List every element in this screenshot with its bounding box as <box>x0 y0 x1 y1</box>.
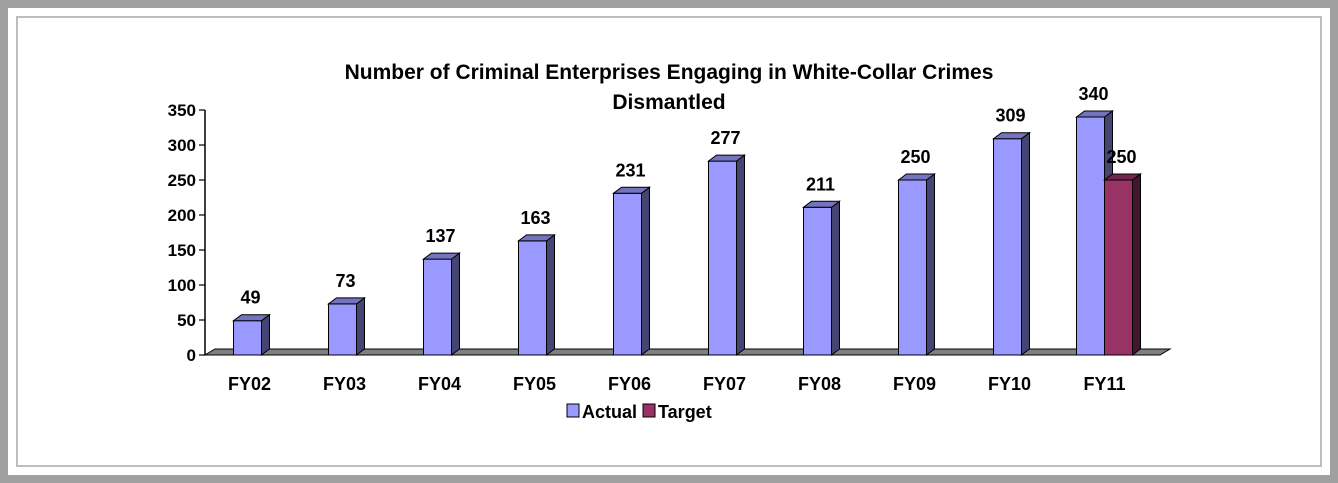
data-label-target-fy11: 250 <box>1106 147 1136 167</box>
bar-actual-fy02 <box>232 313 271 356</box>
y-tick-label: 250 <box>168 171 196 190</box>
bar-actual-fy04 <box>422 252 461 356</box>
data-label-actual-fy09: 250 <box>900 147 930 167</box>
chart-inner-border <box>16 16 1322 467</box>
bar-actual-fy06 <box>612 186 651 356</box>
x-tick-label-fy08: FY08 <box>798 374 841 394</box>
bar-target-fy11 <box>1103 173 1142 356</box>
x-tick-label-fy09: FY09 <box>893 374 936 394</box>
x-tick-label-fy06: FY06 <box>608 374 651 394</box>
data-label-actual-fy07: 277 <box>710 128 740 148</box>
bar-front <box>233 320 262 356</box>
legend-label-actual: Actual <box>582 402 637 422</box>
bar-side <box>546 233 555 356</box>
bar-actual-fy05 <box>517 233 556 356</box>
data-label-actual-fy04: 137 <box>425 226 455 246</box>
bars <box>232 110 1142 356</box>
y-tick-label: 100 <box>168 276 196 295</box>
bar-top <box>327 297 366 305</box>
data-label-actual-fy10: 309 <box>995 106 1025 126</box>
x-tick-label-fy11: FY11 <box>1083 374 1125 394</box>
bar-side <box>1021 131 1030 356</box>
y-tick-label: 200 <box>168 206 196 225</box>
legend-label-target: Target <box>658 402 712 422</box>
bar-top <box>802 200 841 208</box>
bar-actual-fy09 <box>897 173 936 356</box>
y-tick-label: 50 <box>177 311 196 330</box>
y-tick-label: 300 <box>168 136 196 155</box>
x-tick-label-fy10: FY10 <box>988 374 1031 394</box>
bar-side <box>926 173 935 356</box>
data-label-actual-fy05: 163 <box>520 208 550 228</box>
bar-front <box>898 179 927 356</box>
bar-front <box>708 160 737 356</box>
bar-side <box>356 296 365 356</box>
bar-top <box>1075 110 1114 118</box>
bar-top <box>232 314 271 322</box>
x-tick-label-fy03: FY03 <box>323 374 366 394</box>
bar-actual-fy10 <box>992 131 1031 356</box>
bar-actual-fy08 <box>802 200 841 356</box>
x-tick-label-fy07: FY07 <box>703 374 746 394</box>
bar-front <box>423 258 452 356</box>
bar-front <box>993 138 1022 356</box>
bar-front <box>328 303 357 356</box>
bar-side <box>641 186 650 356</box>
bar-front <box>1104 179 1133 356</box>
legend-swatch-target <box>642 403 656 418</box>
bar-top <box>422 252 461 260</box>
data-label-actual-fy03: 73 <box>335 271 355 291</box>
bar-top <box>897 173 936 181</box>
bar-side <box>1132 173 1141 356</box>
data-label-actual-fy06: 231 <box>615 160 645 180</box>
chart-title: Number of Criminal Enterprises Engaging … <box>345 61 994 84</box>
data-label-actual-fy11: 340 <box>1078 84 1108 104</box>
data-label-actual-fy02: 49 <box>240 288 260 308</box>
y-tick-label: 350 <box>168 101 196 120</box>
legend-swatch-actual <box>566 403 580 418</box>
data-label-actual-fy08: 211 <box>806 174 835 194</box>
bar-top <box>992 132 1031 140</box>
chart-subtitle: Dismantled <box>612 91 725 114</box>
data-labels: 49 73 137 163 231 277 211 250 309 340 250 <box>240 84 1136 308</box>
bar-front <box>613 192 642 356</box>
bar-front <box>518 240 547 356</box>
bar-front <box>803 206 832 356</box>
bar-actual-fy07 <box>707 154 746 356</box>
bar-front <box>1076 116 1105 356</box>
x-tick-label-fy02: FY02 <box>228 374 271 394</box>
y-tick-label: 150 <box>168 241 196 260</box>
bar-actual-fy03 <box>327 296 366 356</box>
bar-top <box>707 154 746 162</box>
bar-side <box>831 200 840 356</box>
bar-top <box>1103 173 1142 181</box>
bar-top <box>612 186 651 194</box>
x-tick-label-fy05: FY05 <box>513 374 556 394</box>
bar-side <box>451 252 460 356</box>
bar-top <box>517 234 556 242</box>
x-tick-label-fy04: FY04 <box>418 374 461 394</box>
y-tick-label: 0 <box>187 346 196 365</box>
bar-side <box>261 313 270 356</box>
legend: Actual Target <box>566 402 712 422</box>
bar-side <box>736 154 745 356</box>
